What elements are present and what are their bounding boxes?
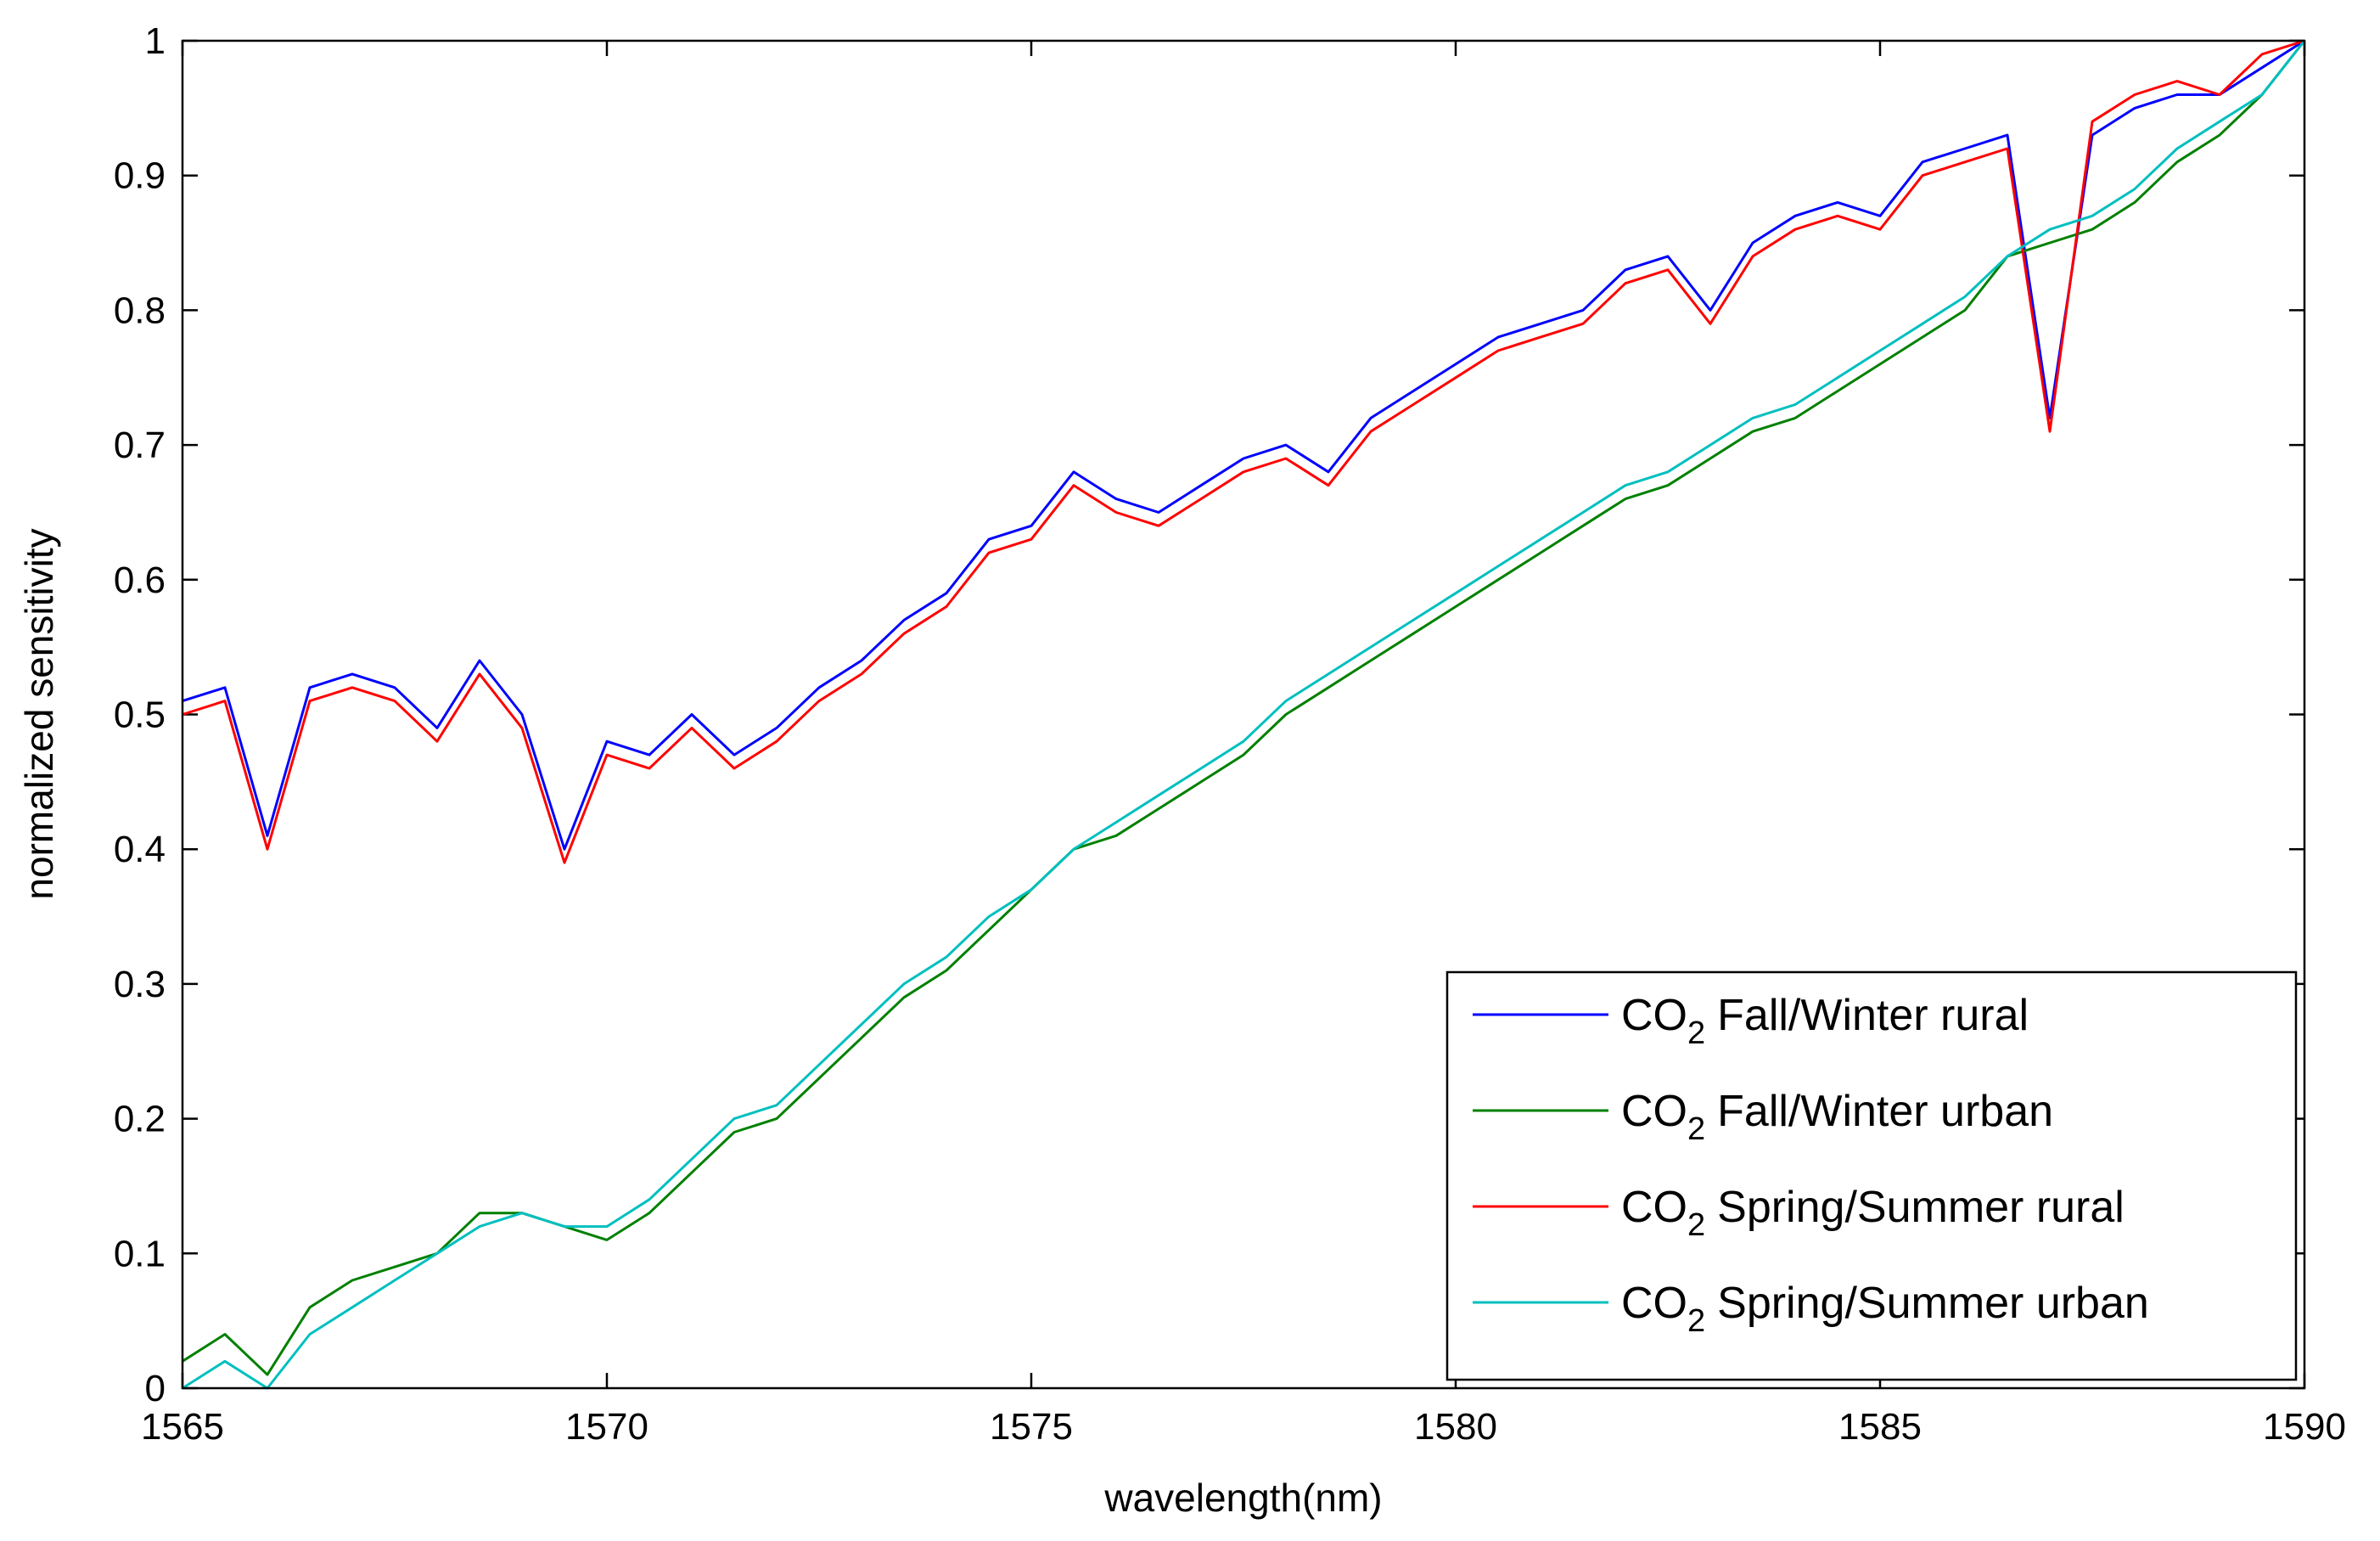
y-tick-label: 1 [145, 20, 166, 62]
y-tick-label: 0.9 [114, 155, 166, 197]
y-tick-label: 0.7 [114, 425, 166, 466]
y-tick-label: 0.4 [114, 829, 166, 870]
y-tick-label: 0.2 [114, 1099, 166, 1140]
legend-label: Fall/Winter rural [1717, 991, 2029, 1040]
legend-entry: CO2 Fall/Winter urban [1621, 1087, 2053, 1147]
legend-entry: CO2 Spring/Summer urban [1621, 1279, 2149, 1339]
legend-prefix: CO [1621, 1279, 1687, 1328]
y-axis-label: normalized sensitivity [17, 528, 61, 899]
legend-subscript: 2 [1687, 1015, 1705, 1051]
plot-frame [181, 39, 2306, 1390]
y-tick-label: 0.3 [114, 964, 166, 1005]
legend-subscript: 2 [1687, 1207, 1705, 1243]
x-axis-label: wavelength(nm) [1103, 1476, 1382, 1520]
legend-prefix: CO [1621, 1087, 1687, 1136]
x-tick-label: 1570 [565, 1406, 648, 1448]
y-tick-label: 0.6 [114, 560, 166, 601]
x-tick-label: 1565 [141, 1406, 224, 1448]
x-axis: 1565 1570 1575 1580 1585 1590 [141, 41, 2346, 1448]
x-tick-label: 1580 [1414, 1406, 1497, 1448]
legend-prefix: CO [1621, 1183, 1687, 1232]
x-tick-label: 1590 [2263, 1406, 2346, 1448]
legend-box [1445, 970, 2298, 1381]
legend-subscript: 2 [1687, 1303, 1705, 1339]
legend-label: Spring/Summer urban [1717, 1279, 2149, 1328]
legend-entry: CO2 Spring/Summer rural [1621, 1183, 2125, 1243]
series-line-spring-summer-rural [182, 39, 2305, 864]
y-tick-label: 0.5 [114, 695, 166, 736]
series-layer [182, 39, 2306, 1390]
y-tick-label: 0 [145, 1368, 166, 1409]
legend-entry: CO2 Fall/Winter rural [1621, 991, 2029, 1051]
y-tick-label: 0.1 [114, 1233, 166, 1274]
legend-subscript: 2 [1687, 1111, 1705, 1147]
x-tick-label: 1575 [990, 1406, 1073, 1448]
series-line-fall-winter-rural [182, 39, 2305, 851]
y-axis: 0 0.1 0.2 0.3 0.4 0.5 0.6 0.7 0.8 0.9 1 [114, 20, 2304, 1409]
x-tick-label: 1585 [1838, 1406, 1922, 1448]
legend-label: Fall/Winter urban [1717, 1087, 2053, 1136]
y-tick-label: 0.8 [114, 290, 166, 331]
legend-label: Spring/Summer rural [1717, 1183, 2125, 1232]
legend-prefix: CO [1621, 991, 1687, 1040]
series-line-spring-summer-urban [182, 40, 2306, 1390]
